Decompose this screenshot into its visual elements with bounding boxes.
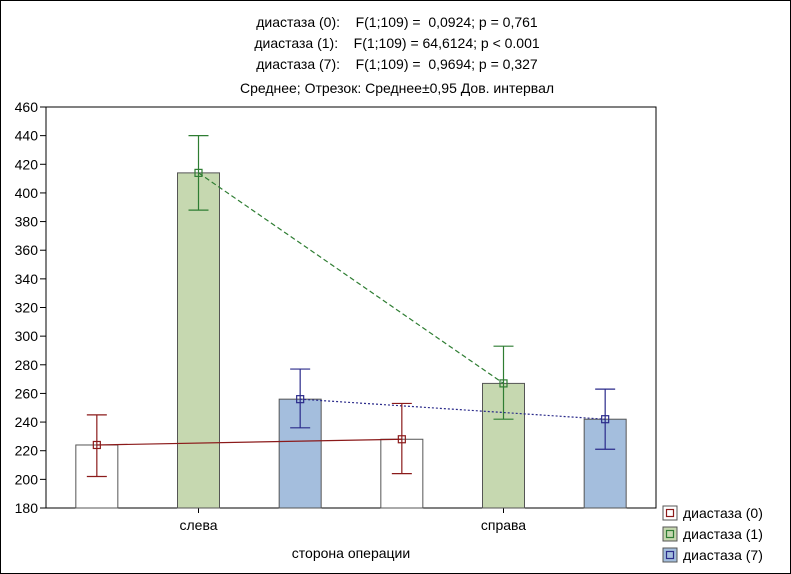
- legend-label-1: диастаза (1): [683, 526, 763, 542]
- legend-label-0: диастаза (0): [683, 505, 763, 521]
- series-lines: [96, 172, 606, 446]
- mean-points: [92, 168, 610, 450]
- legend-swatch-1: [662, 526, 678, 542]
- series-line-0: [96, 438, 402, 446]
- mean-point-series2-cat1: [601, 415, 610, 424]
- chart-titles: диастаза (0): F(1;109) = 0,0924; p = 0,7…: [240, 14, 554, 96]
- title-line-2: диастаза (7): F(1;109) = 0,9694; p = 0,3…: [256, 56, 538, 72]
- y-tick-label-380: 380: [15, 214, 39, 230]
- y-axis: 180 200 220 240 260 280 300 320 340 360 380 400 420 4…: [15, 99, 46, 516]
- bars: [75, 172, 627, 509]
- y-tick-label-320: 320: [15, 300, 39, 316]
- y-tick-label-240: 240: [15, 414, 39, 430]
- error-bars: [86, 135, 616, 478]
- series-line-2: [300, 398, 606, 420]
- y-tick-label-200: 200: [15, 471, 39, 487]
- y-tick-label-280: 280: [15, 357, 39, 373]
- legend: диастаза (0) диастаза (1) диастаза (7): [657, 498, 788, 568]
- mean-point-series2-cat0: [296, 395, 305, 404]
- plot-area: [45, 106, 657, 509]
- mean-point-series0-cat1: [397, 435, 406, 444]
- y-tick-label-420: 420: [15, 156, 39, 172]
- legend-background: [657, 498, 788, 568]
- mean-point-series0-cat0: [92, 440, 101, 450]
- legend-marker-2: [665, 550, 675, 560]
- series-line-1: [198, 172, 504, 384]
- title-line-1: диастаза (1): F(1;109) = 64,6124; p < 0.…: [254, 35, 540, 51]
- y-tick-label-440: 440: [15, 128, 39, 144]
- x-axis-label: сторона операции: [292, 545, 410, 561]
- x-axis: слева справа: [179, 508, 526, 533]
- y-tick-label-300: 300: [15, 328, 39, 344]
- legend-marker-1: [665, 529, 675, 539]
- legend-marker-0: [665, 508, 675, 518]
- x-tick-label-1: справа: [481, 517, 526, 533]
- y-tick-label-460: 460: [15, 99, 39, 115]
- bar-series1-cat0: [177, 172, 220, 509]
- y-tick-label-400: 400: [15, 185, 39, 201]
- x-tick-label-0: слева: [179, 517, 217, 533]
- chart-subtitle: Среднее; Отрезок: Среднее±0,95 Дов. инте…: [240, 80, 554, 96]
- y-tick-label-180: 180: [15, 500, 39, 516]
- y-tick-label-360: 360: [15, 242, 39, 258]
- y-tick-label-220: 220: [15, 443, 39, 459]
- mean-point-series1-cat0: [194, 168, 203, 177]
- legend-label-2: диастаза (7): [683, 547, 763, 563]
- y-tick-label-340: 340: [15, 271, 39, 287]
- legend-swatch-2: [662, 547, 678, 563]
- title-line-0: диастаза (0): F(1;109) = 0,0924; p = 0,7…: [256, 14, 538, 30]
- y-tick-label-260: 260: [15, 385, 39, 401]
- legend-swatch-0: [662, 505, 678, 521]
- mean-point-series1-cat1: [499, 379, 508, 388]
